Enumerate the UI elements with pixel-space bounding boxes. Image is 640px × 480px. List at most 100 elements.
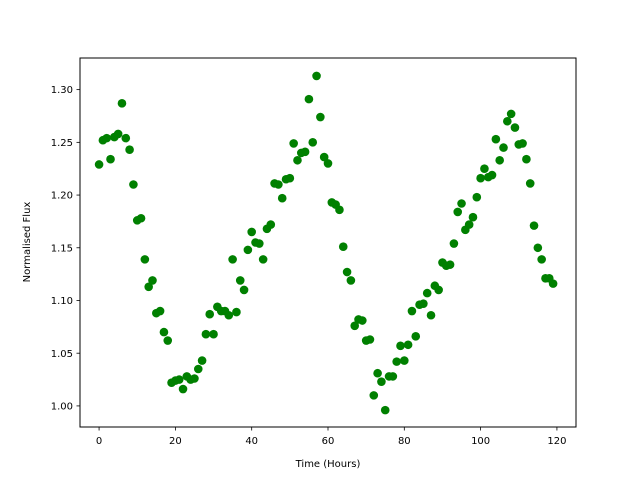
data-point [503, 116, 512, 126]
x-tick-label: 40 [245, 436, 258, 447]
data-point [346, 276, 356, 285]
y-tick-label: 1.15 [51, 243, 73, 254]
data-point [308, 138, 318, 147]
y-tick-label: 1.05 [51, 349, 73, 360]
data-point [102, 133, 112, 143]
data-point [480, 164, 489, 173]
data-point [411, 332, 421, 341]
data-point [453, 207, 463, 217]
data-point [445, 260, 455, 269]
x-tick-label: 0 [96, 436, 102, 447]
data-point [178, 384, 188, 394]
data-point [449, 239, 459, 248]
data-point [190, 374, 199, 383]
data-point [525, 179, 535, 188]
x-tick-label: 100 [471, 436, 490, 447]
data-point [457, 199, 466, 208]
data-point [495, 155, 504, 165]
data-point [125, 145, 134, 155]
data-point [235, 276, 245, 285]
data-point [94, 160, 104, 169]
data-point [338, 242, 348, 252]
data-point [407, 306, 417, 316]
x-tick-label: 120 [547, 436, 566, 447]
data-point [472, 192, 482, 202]
x-tick-label: 20 [169, 436, 182, 447]
data-point [510, 123, 520, 132]
data-point [148, 276, 157, 285]
data-point [396, 341, 405, 351]
x-axis-label: Time (Hours) [295, 459, 361, 470]
data-point [304, 94, 314, 104]
data-point [369, 391, 379, 400]
data-point [323, 159, 333, 168]
data-point [468, 212, 478, 222]
data-point [174, 375, 184, 384]
data-point [537, 255, 546, 264]
plot-area [80, 58, 576, 427]
y-tick-label: 1.10 [51, 296, 73, 307]
data-point [144, 282, 153, 292]
data-point [487, 170, 497, 180]
data-point [377, 377, 386, 386]
data-point [239, 285, 249, 295]
data-point [228, 255, 237, 264]
data-point [106, 154, 115, 164]
y-axis-label: Normalised Flux [22, 202, 33, 283]
data-point [289, 139, 298, 148]
data-point [197, 356, 207, 365]
data-point [506, 109, 516, 119]
data-point [243, 245, 253, 255]
data-point [155, 306, 165, 316]
data-point [518, 139, 527, 148]
data-point [529, 221, 539, 230]
data-point [533, 243, 543, 253]
data-point [129, 180, 138, 189]
y-tick-label: 1.00 [51, 402, 73, 413]
data-point [121, 133, 131, 143]
data-point [365, 335, 375, 344]
data-point [426, 310, 436, 320]
data-point [422, 288, 432, 298]
data-point [285, 173, 295, 183]
y-tick-label: 1.30 [51, 85, 73, 96]
data-point [258, 255, 268, 264]
data-point [312, 71, 321, 81]
data-point [419, 299, 428, 308]
data-point [113, 129, 123, 139]
data-point [274, 180, 283, 189]
data-point [403, 340, 413, 350]
data-point [373, 368, 382, 378]
data-point [316, 112, 325, 122]
data-point [464, 220, 474, 229]
data-point [335, 205, 344, 215]
data-point [209, 329, 218, 339]
data-point [159, 327, 169, 337]
data-point [434, 285, 443, 295]
data-point [548, 279, 558, 288]
data-point [388, 372, 398, 381]
x-tick-label: 60 [322, 436, 335, 447]
data-point [255, 239, 264, 248]
x-axis-ticks: 0 20 40 60 80 100 120 [96, 427, 566, 447]
data-point [491, 134, 501, 144]
data-point [499, 143, 508, 152]
data-point [224, 310, 234, 320]
data-point [232, 307, 241, 317]
data-point [136, 213, 146, 223]
data-points [94, 71, 558, 415]
data-point [380, 405, 390, 415]
data-point [277, 193, 287, 203]
data-point [193, 364, 203, 374]
data-point [266, 220, 276, 229]
data-point [319, 152, 329, 162]
data-point [201, 329, 211, 339]
y-tick-label: 1.25 [51, 138, 73, 149]
x-tick-label: 80 [398, 436, 411, 447]
data-point [300, 147, 310, 157]
plot-frame [79, 57, 577, 428]
y-axis-ticks: 1.00 1.05 1.10 1.15 1.20 1.25 1.30 [51, 85, 80, 413]
data-point [293, 155, 302, 165]
data-point [350, 321, 360, 331]
